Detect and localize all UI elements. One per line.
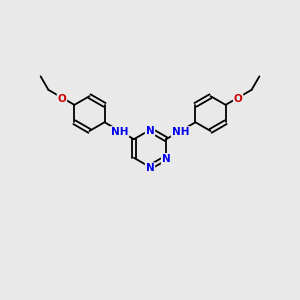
Text: NH: NH <box>172 127 189 137</box>
Text: N: N <box>146 126 154 136</box>
Text: N: N <box>146 163 154 173</box>
Text: NH: NH <box>111 127 128 137</box>
Text: N: N <box>162 154 170 164</box>
Text: O: O <box>234 94 242 104</box>
Text: O: O <box>58 94 66 104</box>
